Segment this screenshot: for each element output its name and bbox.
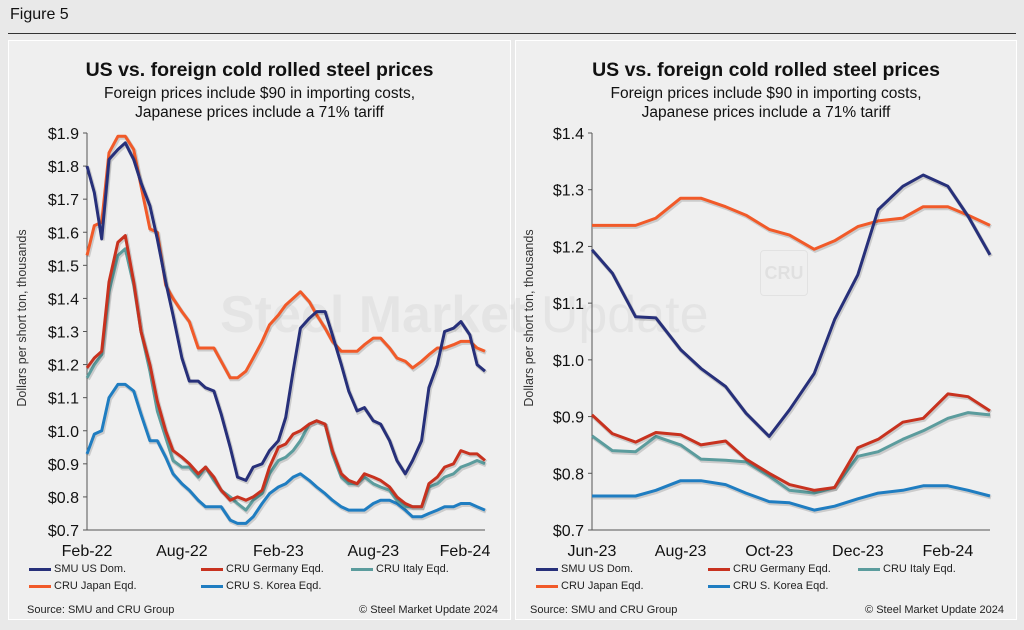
y-tick-label: $1.5 <box>48 258 79 275</box>
x-tick-label: Aug-22 <box>156 543 208 560</box>
series-line-cru-germany-eqd <box>590 392 991 492</box>
y-tick-label: $0.9 <box>48 457 79 474</box>
legend-label: CRU Germany Eqd. <box>733 563 831 575</box>
legend-swatch <box>201 567 223 571</box>
copyright-note: © Steel Market Update 2024 <box>865 604 1004 616</box>
legend-label: SMU US Dom. <box>54 563 127 575</box>
legend-swatch <box>29 584 51 588</box>
series-line-cru-s-korea-eqd <box>85 382 486 525</box>
y-tick-label: $1.0 <box>48 424 79 441</box>
series-shadow <box>86 135 487 382</box>
x-tick-label: Feb-23 <box>253 543 304 560</box>
y-tick-label: $0.8 <box>48 490 79 507</box>
series-line-cru-italy-eqd <box>85 247 486 512</box>
legend-label: CRU Italy Eqd. <box>883 563 956 575</box>
y-tick-label: $1.2 <box>48 358 79 375</box>
legend-item-germany: CRU Germany Eqd. <box>201 563 324 575</box>
y-tick-label: $1.1 <box>553 296 584 313</box>
series-line-cru-japan-eqd <box>592 196 991 251</box>
legend-label: CRU Germany Eqd. <box>226 563 324 575</box>
y-tick-label: $0.8 <box>553 466 584 483</box>
y-tick-label: $1.2 <box>553 239 584 256</box>
legend-item-smu: SMU US Dom. <box>29 563 126 575</box>
y-tick-label: $1.4 <box>553 126 584 143</box>
y-tick-label: $1.7 <box>48 192 79 209</box>
y-tick-label: $1.9 <box>48 126 79 143</box>
y-tick-label: $0.7 <box>553 523 584 540</box>
x-tick-label: Feb-24 <box>440 543 491 560</box>
legend: SMU US Dom. CRU Germany Eqd. CRU Italy E… <box>29 563 499 599</box>
series-shadow <box>591 174 993 441</box>
cru-logo-watermark: CRU <box>760 250 808 296</box>
legend-item-smu: SMU US Dom. <box>536 563 633 575</box>
legend-swatch <box>536 584 558 588</box>
y-tick-label: $0.9 <box>553 410 584 427</box>
x-tick-label: Oct-23 <box>745 543 793 560</box>
chart-subtitle-line2: Japanese prices include a 71% tariff <box>135 104 384 121</box>
x-tick-label: Dec-23 <box>832 543 884 560</box>
y-tick-label: $1.8 <box>48 159 79 176</box>
chart-subtitle-line1: Foreign prices include $90 in importing … <box>610 85 922 102</box>
x-tick-label: Aug-23 <box>348 543 400 560</box>
series-shadow <box>86 233 488 511</box>
title-divider <box>8 33 1016 34</box>
legend-label: CRU S. Korea Eqd. <box>733 580 829 592</box>
y-tick-label: $1.1 <box>48 391 79 408</box>
watermark-bold: Steel Market <box>220 286 526 344</box>
chart-left: $0.7 $0.8 $0.9 $1.0 $1.1 $1.2 $1.3 $1.4 $1.5 $1.6… <box>48 126 491 560</box>
series-line-cru-italy-eqd <box>591 411 991 495</box>
chart-subtitle-line1: Foreign prices include $90 in importing … <box>103 85 415 102</box>
legend-label: CRU Japan Eqd. <box>561 580 644 592</box>
series-line-smu-us-dom <box>85 141 486 482</box>
series-line-cru-japan-eqd <box>85 134 486 380</box>
legend-label: CRU Italy Eqd. <box>376 563 449 575</box>
legend-label: CRU Japan Eqd. <box>54 580 137 592</box>
y-tick-label: $1.4 <box>48 291 79 308</box>
legend: SMU US Dom. CRU Germany Eqd. CRU Italy E… <box>536 563 1006 599</box>
copyright-note: © Steel Market Update 2024 <box>359 604 498 616</box>
legend-swatch <box>708 567 730 571</box>
source-note: Source: SMU and CRU Group <box>530 604 678 616</box>
chart-title: US vs. foreign cold rolled steel prices <box>85 59 434 81</box>
legend-item-italy: CRU Italy Eqd. <box>351 563 449 575</box>
watermark: Steel Market Update <box>220 285 709 345</box>
legend-swatch <box>858 567 880 571</box>
x-tick-label: Aug-23 <box>655 543 707 560</box>
series-line-cru-germany-eqd <box>85 234 486 509</box>
legend-label: SMU US Dom. <box>561 563 634 575</box>
series-line-cru-s-korea-eqd <box>592 479 991 512</box>
y-tick-label: $1.0 <box>553 353 584 370</box>
y-tick-label: $1.3 <box>553 183 584 200</box>
y-tick-label: $0.7 <box>48 523 79 540</box>
series-shadow <box>86 246 487 515</box>
legend-swatch <box>29 567 51 571</box>
source-note: Source: SMU and CRU Group <box>27 604 175 616</box>
figure-title: Figure 5 <box>10 6 69 23</box>
legend-item-japan: CRU Japan Eqd. <box>29 580 137 592</box>
legend-swatch <box>536 567 558 571</box>
chart-subtitle-line2: Japanese prices include a 71% tariff <box>641 104 891 121</box>
legend-item-italy: CRU Italy Eqd. <box>858 563 956 575</box>
legend-label: CRU S. Korea Eqd. <box>226 580 322 592</box>
right-chart-panel: US vs. foreign cold rolled steel prices … <box>515 40 1017 620</box>
x-tick-label: Jun-23 <box>568 543 617 560</box>
legend-item-korea: CRU S. Korea Eqd. <box>708 580 828 592</box>
chart-title: US vs. foreign cold rolled steel prices <box>592 59 940 81</box>
series-line-smu-us-dom <box>590 173 992 438</box>
legend-item-japan: CRU Japan Eqd. <box>536 580 644 592</box>
legend-swatch <box>201 584 223 588</box>
left-chart-panel: US vs. foreign cold rolled steel prices … <box>8 40 511 620</box>
legend-swatch <box>708 584 730 588</box>
legend-swatch <box>351 567 373 571</box>
legend-item-germany: CRU Germany Eqd. <box>708 563 831 575</box>
x-tick-label: Feb-22 <box>62 543 113 560</box>
y-tick-label: $1.6 <box>48 225 79 242</box>
x-tick-label: Feb-24 <box>923 543 974 560</box>
chart-right: $0.7 $0.8 $0.9 $1.0 $1.1 $1.2 $1.3 $1.4 Jun-23 Au… <box>553 126 993 560</box>
y-tick-label: $1.3 <box>48 325 79 342</box>
legend-item-korea: CRU S. Korea Eqd. <box>201 580 321 592</box>
